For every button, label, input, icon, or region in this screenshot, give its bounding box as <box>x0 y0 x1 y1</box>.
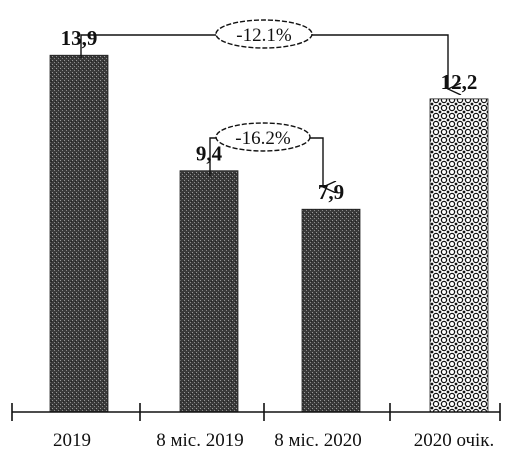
value-label-3: 7,9 <box>318 180 344 204</box>
x-tick-label-2: 8 міс. 2019 <box>156 430 244 451</box>
annotation-2-arrow <box>310 137 323 187</box>
annotation-2-left-bracket <box>209 137 216 176</box>
x-tick-label-4: 2020 очік. <box>414 430 495 451</box>
bar-4 <box>429 98 489 413</box>
x-tick-label-3: 8 міс. 2020 <box>274 430 362 451</box>
annotation-1-label: -12.1% <box>236 25 292 46</box>
x-tick-label-1: 2019 <box>53 430 91 451</box>
bar-2 <box>179 170 239 413</box>
annotation-2-ellipse <box>215 122 311 152</box>
x-axis-tick-labels: 2019 8 міс. 2019 8 міс. 2020 2020 очік. <box>53 430 494 451</box>
value-label-2: 9,4 <box>196 142 223 166</box>
annotation-1-ellipse <box>215 19 313 49</box>
value-label-4: 12,2 <box>441 70 478 94</box>
annotations-group: -12.1% -16.2% <box>80 19 448 187</box>
annotation-1-left-bracket <box>80 34 216 58</box>
value-labels-group: 13,9 9,4 7,9 12,2 <box>61 26 478 204</box>
bar-1 <box>49 54 109 413</box>
value-label-1: 13,9 <box>61 26 98 50</box>
annotation-1-arrow <box>312 34 448 89</box>
bars-group <box>49 54 489 413</box>
annotation-2-label: -16.2% <box>235 128 291 149</box>
bar-3 <box>301 208 361 413</box>
x-axis-ticks <box>11 403 501 421</box>
